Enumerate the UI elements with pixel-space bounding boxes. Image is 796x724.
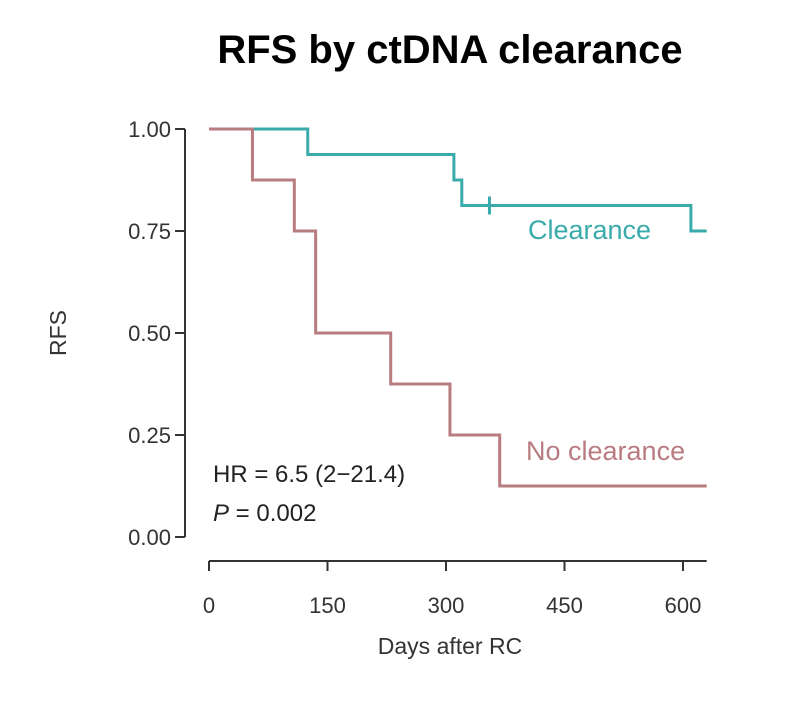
axis-ticks: 0.00 0.25 0.50 0.75 1.00 0 150 300 450 600 (128, 117, 701, 618)
y-tick-label: 0.00 (128, 525, 171, 550)
x-tick-label: 300 (428, 593, 465, 618)
x-tick-label: 0 (203, 593, 215, 618)
p-value-text: P = 0.002 (213, 500, 316, 527)
y-tick-label: 1.00 (128, 117, 171, 142)
x-tick-label: 600 (665, 593, 702, 618)
curve-clearance (209, 127, 707, 233)
y-tick-label: 0.25 (128, 423, 171, 448)
series-labels: Clearance No clearance (526, 215, 685, 466)
y-tick-label: 0.50 (128, 321, 171, 346)
y-axis-title: RFS (45, 310, 71, 356)
hazard-ratio-text: HR = 6.5 (2−21.4) (213, 461, 405, 488)
chart-title: RFS by ctDNA clearance (217, 28, 683, 72)
series-label-clearance: Clearance (528, 215, 651, 245)
series-label-no-clearance: No clearance (526, 436, 685, 466)
annotations: HR = 6.5 (2−21.4) P = 0.002 (213, 461, 405, 527)
x-tick-label: 450 (546, 593, 583, 618)
survival-curves (209, 127, 707, 488)
x-axis-title: Days after RC (378, 633, 522, 659)
curve-no-clearance (209, 127, 707, 488)
p-symbol: P (213, 500, 229, 527)
axes (184, 129, 707, 562)
x-tick-label: 150 (309, 593, 346, 618)
y-tick-label: 0.75 (128, 219, 171, 244)
p-value: = 0.002 (229, 500, 316, 527)
